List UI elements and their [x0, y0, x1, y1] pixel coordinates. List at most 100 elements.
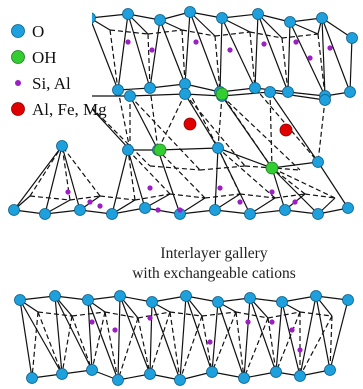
dashed-bond: [235, 311, 269, 319]
dashed-bond: [329, 315, 333, 371]
tetrahedral-cation: [207, 339, 213, 345]
oxygen-atom: [264, 86, 276, 98]
oxygen-atom: [270, 366, 282, 378]
dashed-bond: [201, 311, 237, 317]
bond: [217, 301, 245, 379]
tetrahedral-cation: [87, 199, 93, 205]
oxygen-atom: [279, 204, 291, 216]
dashed-bond: [157, 93, 186, 151]
legend-label-oh: OH: [32, 48, 57, 67]
dashed-bond: [235, 311, 245, 379]
bond: [281, 301, 301, 377]
bond: [269, 91, 326, 101]
bond: [157, 147, 219, 151]
oxygen-atom: [324, 364, 336, 376]
oxygen-atom: [184, 6, 196, 18]
oxygen-atom: [122, 144, 134, 156]
dashed-bond: [91, 311, 106, 371]
dashed-bond: [61, 315, 73, 375]
bond: [317, 161, 349, 209]
gallery-caption-line2: with exchangeable cations: [132, 265, 296, 282]
dashed-bond: [219, 91, 273, 169]
dashed-bond: [37, 311, 63, 375]
oxygen-atom: [206, 366, 218, 378]
dashed-bond: [299, 311, 333, 317]
oxygen-atom: [179, 78, 191, 90]
tetrahedral-cation: [307, 55, 313, 61]
dashed-bond: [29, 195, 71, 201]
oxygen-atom: [124, 90, 136, 102]
bond: [127, 149, 146, 209]
oxygen-atom: [212, 142, 224, 154]
bond: [19, 299, 63, 375]
dashed-bond: [267, 317, 277, 373]
octahedral-cation-icon: [11, 102, 25, 116]
dashed-bond: [217, 147, 276, 199]
dashed-bond: [61, 145, 101, 197]
tetrahedral-cation: [217, 185, 223, 191]
oxygen-atom: [342, 294, 354, 306]
oxygen-atom: [316, 12, 328, 24]
dashed-bond: [169, 193, 206, 199]
bond: [289, 21, 326, 97]
bond: [151, 301, 181, 381]
bond: [254, 13, 259, 89]
dashed-bond: [129, 95, 201, 171]
oxygen-atom: [144, 82, 156, 94]
tetrahedral-cation: [193, 39, 199, 45]
hydroxyl-atom-icon: [11, 50, 25, 64]
oxygen-atom: [179, 88, 191, 100]
bond: [44, 145, 63, 215]
dashed-bond: [304, 193, 336, 199]
legend-label-al-fe-mg: Al, Fe, Mg: [32, 100, 107, 119]
oxygen-atom: [49, 290, 61, 302]
hydroxyl-atom: [153, 143, 167, 157]
bond: [129, 93, 186, 97]
bond: [87, 299, 119, 381]
bond: [321, 17, 351, 93]
dashed-bond: [169, 311, 203, 317]
bond: [87, 299, 93, 371]
bond: [271, 167, 319, 215]
bond: [329, 299, 349, 371]
dashed-bond: [169, 311, 181, 381]
oxygen-atom: [346, 32, 358, 44]
tetrahedral-cation: [269, 319, 275, 325]
oxygen-atom: [112, 84, 124, 96]
dashed-bond: [317, 99, 326, 163]
bond: [287, 21, 291, 93]
dashed-bond: [71, 315, 93, 371]
dashed-bond: [249, 31, 256, 89]
oxygen-atom: [82, 294, 94, 306]
bond: [219, 17, 223, 93]
bond: [321, 17, 353, 39]
legend: O OH Si, Al Al, Fe, Mg: [0, 12, 107, 140]
dashed-bond: [243, 317, 269, 379]
oxygen-atom: [212, 296, 224, 308]
tetrahedral-cation: [297, 347, 303, 353]
oxygen-atom: [312, 156, 324, 168]
oxygen-atom: [284, 16, 296, 28]
dashed-bond: [281, 37, 289, 93]
dashed-bond: [201, 315, 213, 373]
oxygen-atom: [112, 374, 124, 386]
oxygen-atom: [209, 204, 221, 216]
oxygen-atom: [252, 8, 264, 20]
oxygen-atom: [39, 208, 51, 220]
bond: [184, 93, 219, 149]
bond: [271, 167, 286, 211]
oxygen-atom: [26, 372, 38, 384]
tetrahedral-cation: [261, 41, 267, 47]
bond: [349, 37, 353, 93]
tetrahedral-cation: [227, 47, 233, 53]
dashed-bond: [99, 195, 136, 201]
tetrahedral-cation: [293, 39, 299, 45]
tetrahedral-cation: [112, 327, 118, 333]
tetrahedral-cation: [97, 203, 103, 209]
dashed-bond: [275, 311, 301, 373]
oxygen-atom: [139, 202, 151, 214]
oxygen-atom: [312, 208, 324, 220]
dashed-bond: [37, 311, 73, 317]
bond: [221, 13, 259, 19]
